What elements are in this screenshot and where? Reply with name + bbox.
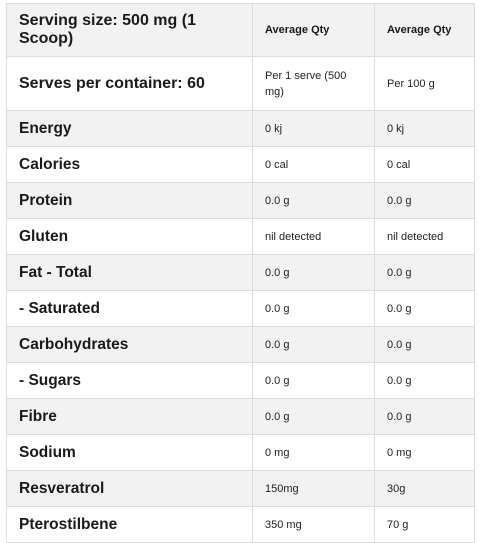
table-row: - Saturated 0.0 g 0.0 g bbox=[6, 290, 475, 327]
nutrient-name: Fat - Total bbox=[6, 254, 253, 291]
nutrient-per-serve: 0.0 g bbox=[252, 254, 375, 291]
nutrient-per-serve: 150mg bbox=[252, 470, 375, 507]
nutrient-name: Fibre bbox=[6, 398, 253, 435]
nutrient-per-100g: 0.0 g bbox=[374, 182, 475, 219]
nutrient-name: - Sugars bbox=[6, 362, 253, 399]
serves-row: Serves per container: 60 Per 1 serve (50… bbox=[6, 56, 475, 111]
nutrient-per-100g: 0 mg bbox=[374, 434, 475, 471]
per-100g-header: Per 100 g bbox=[374, 56, 475, 111]
serves-per-container-label: Serves per container: 60 bbox=[6, 56, 253, 111]
nutrient-name: Resveratrol bbox=[6, 470, 253, 507]
table-row: Energy 0 kj 0 kj bbox=[6, 110, 475, 147]
nutrient-name: - Saturated bbox=[6, 290, 253, 327]
table-row: Carbohydrates 0.0 g 0.0 g bbox=[6, 326, 475, 363]
nutrient-name: Energy bbox=[6, 110, 253, 147]
nutrient-per-100g: 0.0 g bbox=[374, 254, 475, 291]
nutrient-per-serve: 0.0 g bbox=[252, 326, 375, 363]
nutrient-per-100g: nil detected bbox=[374, 218, 475, 255]
nutrient-per-serve: 0.0 g bbox=[252, 182, 375, 219]
nutrient-per-100g: 0.0 g bbox=[374, 326, 475, 363]
nutrient-per-100g: 0.0 g bbox=[374, 290, 475, 327]
table-row: Fibre 0.0 g 0.0 g bbox=[6, 398, 475, 435]
nutrient-per-serve: 0 mg bbox=[252, 434, 375, 471]
per-serve-header: Per 1 serve (500 mg) bbox=[252, 56, 375, 111]
table-row: Pterostilbene 350 mg 70 g bbox=[6, 506, 475, 543]
nutrient-per-100g: 0.0 g bbox=[374, 362, 475, 399]
nutrient-per-serve: 0 kj bbox=[252, 110, 375, 147]
nutrient-per-serve: nil detected bbox=[252, 218, 375, 255]
table-row: Protein 0.0 g 0.0 g bbox=[6, 182, 475, 219]
nutrient-per-100g: 0 cal bbox=[374, 146, 475, 183]
nutrient-name: Sodium bbox=[6, 434, 253, 471]
nutrient-name: Pterostilbene bbox=[6, 506, 253, 543]
nutrition-table: Serving size: 500 mg (1 Scoop) Average Q… bbox=[6, 3, 475, 543]
nutrient-name: Carbohydrates bbox=[6, 326, 253, 363]
nutrient-per-serve: 0.0 g bbox=[252, 290, 375, 327]
serving-size-label: Serving size: 500 mg (1 Scoop) bbox=[6, 3, 253, 57]
nutrient-per-serve: 0.0 g bbox=[252, 362, 375, 399]
table-header-row: Serving size: 500 mg (1 Scoop) Average Q… bbox=[6, 3, 475, 57]
table-row: Resveratrol 150mg 30g bbox=[6, 470, 475, 507]
nutrient-name: Calories bbox=[6, 146, 253, 183]
nutrient-per-serve: 0 cal bbox=[252, 146, 375, 183]
nutrient-per-100g: 70 g bbox=[374, 506, 475, 543]
nutrient-per-100g: 30g bbox=[374, 470, 475, 507]
nutrient-name: Gluten bbox=[6, 218, 253, 255]
nutrient-name: Protein bbox=[6, 182, 253, 219]
table-row: Fat - Total 0.0 g 0.0 g bbox=[6, 254, 475, 291]
table-row: Sodium 0 mg 0 mg bbox=[6, 434, 475, 471]
table-row: Gluten nil detected nil detected bbox=[6, 218, 475, 255]
nutrient-per-100g: 0.0 g bbox=[374, 398, 475, 435]
nutrient-per-serve: 350 mg bbox=[252, 506, 375, 543]
table-row: - Sugars 0.0 g 0.0 g bbox=[6, 362, 475, 399]
table-row: Calories 0 cal 0 cal bbox=[6, 146, 475, 183]
average-qty-header-per-serve: Average Qty bbox=[252, 3, 375, 57]
average-qty-header-per-100g: Average Qty bbox=[374, 3, 475, 57]
nutrient-per-serve: 0.0 g bbox=[252, 398, 375, 435]
nutrient-per-100g: 0 kj bbox=[374, 110, 475, 147]
